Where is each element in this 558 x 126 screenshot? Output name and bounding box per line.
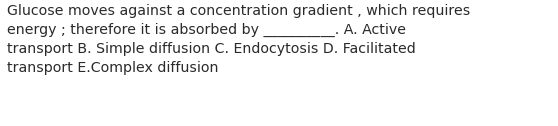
Text: Glucose moves against a concentration gradient , which requires
energy ; therefo: Glucose moves against a concentration gr…	[7, 4, 470, 75]
